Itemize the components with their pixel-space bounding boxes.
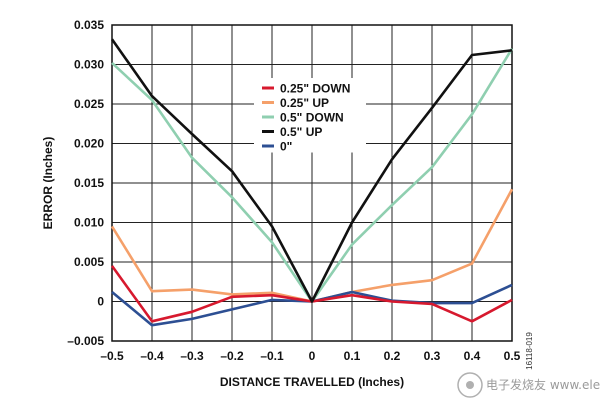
y-tick-label: 0.025 [74,97,104,111]
x-tick-label: –0.5 [100,349,124,363]
x-tick-label: 0.5 [504,349,521,363]
x-tick-label: 0.2 [384,349,401,363]
x-tick-label: –0.2 [220,349,244,363]
y-tick-label: 0.020 [74,137,104,151]
watermark-text: 电子发烧友 www.elecfans.com [486,377,600,392]
figure-id: 16118-019 [525,332,534,370]
y-tick-label: 0.035 [74,18,104,32]
legend-label: 0.25" UP [280,96,329,110]
x-tick-label: 0.1 [344,349,361,363]
y-axis-label: ERROR (Inches) [41,137,55,230]
series-line [110,38,513,303]
x-tick-label: –0.4 [140,349,164,363]
x-tick-label: –0.3 [180,349,204,363]
x-tick-label: –0.1 [260,349,284,363]
y-tick-label: 0 [97,295,104,309]
y-tick-label: 0.030 [74,58,104,72]
y-tick-labels: –0.005 0 0.005 0.010 0.015 0.020 0.025 0.030 0.0… [67,18,104,348]
legend-background [254,78,366,153]
series-lines [110,38,514,327]
x-tick-label: 0.4 [464,349,481,363]
x-tick-label: 0.3 [424,349,441,363]
y-tick-label: –0.005 [67,334,104,348]
legend-label: 0" [280,140,292,154]
watermark-logo: 电子发烧友 www.elecfans.com [457,372,600,398]
legend-label: 0.5" DOWN [280,111,344,125]
x-tick-label: 0 [309,349,316,363]
legend-label: 0.25" DOWN [280,82,350,96]
y-tick-label: 0.005 [74,255,104,269]
x-tick-labels: –0.5 –0.4 –0.3 –0.2 –0.1 0 0.1 0.2 0.3 0.4 0.5 [100,349,520,363]
y-tick-label: 0.015 [74,176,104,190]
legend-label: 0.5" UP [280,125,322,139]
y-tick-label: 0.010 [74,216,104,230]
x-axis-label: DISTANCE TRAVELLED (Inches) [220,375,404,389]
plot-frame [111,24,513,342]
